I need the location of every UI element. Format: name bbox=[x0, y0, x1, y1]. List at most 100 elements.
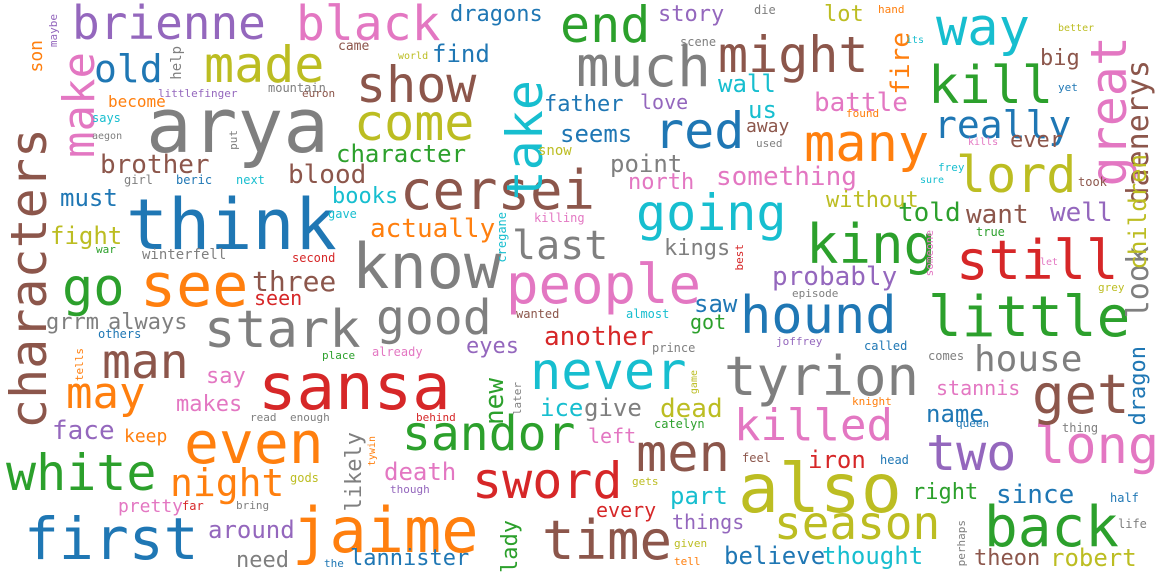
word-cregane: cregane bbox=[495, 212, 509, 263]
word-true: true bbox=[976, 225, 1005, 239]
word-already: already bbox=[372, 345, 423, 359]
word-back: back bbox=[984, 495, 1119, 560]
word-name: name bbox=[926, 400, 984, 428]
word-brienne: brienne bbox=[72, 0, 266, 50]
word-place: place bbox=[322, 349, 356, 362]
word-get: get bbox=[1032, 363, 1130, 426]
word-wanted: wanted bbox=[516, 307, 560, 321]
word-arya: arya bbox=[146, 81, 330, 170]
word-world: came bbox=[338, 39, 370, 54]
word-become: euron bbox=[302, 87, 336, 100]
word-second: second bbox=[292, 251, 336, 265]
word-time: time bbox=[542, 509, 673, 572]
word-characters: characters bbox=[0, 128, 58, 430]
word-tywin: tywin bbox=[367, 436, 378, 467]
word-iron: iron bbox=[808, 446, 866, 474]
word-hound: hound bbox=[740, 286, 897, 346]
word-grey: grey bbox=[1098, 281, 1125, 294]
word-thing: thing bbox=[1062, 421, 1099, 435]
word-face: face bbox=[52, 416, 115, 446]
word-actually: actually bbox=[370, 214, 496, 244]
word-fight: fight bbox=[50, 222, 123, 250]
word-season: season bbox=[774, 496, 941, 550]
word-sansa: sansa bbox=[258, 351, 451, 425]
word-game: game bbox=[689, 370, 700, 395]
word-around: around bbox=[208, 516, 295, 544]
word-even: even bbox=[184, 409, 324, 477]
word-gave: gave bbox=[328, 207, 357, 221]
word-lord: lord bbox=[956, 146, 1077, 204]
word-far: far bbox=[182, 499, 204, 513]
word-head: head bbox=[880, 453, 909, 467]
word-people: people bbox=[506, 253, 702, 316]
word-since: since bbox=[996, 480, 1075, 510]
word-though: though bbox=[390, 483, 430, 496]
word-dragons: dragons bbox=[450, 2, 543, 27]
word-know: know bbox=[352, 230, 502, 303]
word-king: king bbox=[806, 213, 937, 276]
word-saw: saw bbox=[694, 290, 738, 318]
word-hand: die bbox=[754, 3, 776, 17]
word-bring: bring bbox=[236, 499, 270, 512]
word-really: really bbox=[934, 103, 1072, 147]
word-best: best bbox=[733, 244, 746, 271]
word-always: always bbox=[108, 310, 188, 335]
word-new: new bbox=[480, 378, 510, 425]
word-something: something bbox=[716, 162, 857, 192]
word-enough: enough bbox=[290, 411, 330, 424]
word-white: white bbox=[6, 444, 157, 502]
word-seen: seen bbox=[254, 286, 303, 310]
word-good: good bbox=[376, 290, 492, 346]
word-still: still bbox=[956, 229, 1119, 292]
word-better: hand bbox=[878, 3, 905, 16]
word-almost: almost bbox=[626, 307, 670, 321]
word-girl: girl bbox=[124, 173, 153, 187]
word-killing: killing bbox=[534, 211, 585, 225]
word-man: man bbox=[102, 334, 189, 390]
word-let: let bbox=[1040, 257, 1059, 268]
word-theon: theon bbox=[974, 546, 1041, 571]
word-books: books bbox=[332, 184, 399, 209]
word-seems: seems bbox=[560, 120, 633, 148]
word-think: think bbox=[126, 184, 337, 266]
word-brother: brother bbox=[100, 150, 210, 180]
word-thought: thought bbox=[822, 542, 924, 570]
word-yet: yet bbox=[1058, 81, 1078, 94]
word-came: help bbox=[169, 46, 185, 80]
word-ever: ever bbox=[1010, 128, 1063, 153]
word-pretty: pretty bbox=[118, 496, 184, 517]
word-called: called bbox=[864, 339, 908, 353]
word-probably: probably bbox=[772, 262, 898, 292]
word-eyes: eyes bbox=[466, 334, 519, 359]
word-might: might bbox=[718, 26, 869, 84]
word-without: without bbox=[826, 188, 919, 213]
word-later: later bbox=[511, 382, 524, 416]
word-night: night bbox=[170, 461, 285, 505]
word-joffrey: joffrey bbox=[776, 335, 823, 348]
word-say: say bbox=[206, 364, 246, 389]
word-stark: stark bbox=[204, 300, 361, 360]
word-must: must bbox=[60, 184, 118, 212]
word-black: black bbox=[296, 0, 441, 52]
word-us: us bbox=[748, 96, 777, 124]
word-son: become bbox=[108, 92, 166, 111]
word-give: give bbox=[584, 394, 642, 422]
word-well: well bbox=[1050, 198, 1113, 228]
word-first: first bbox=[24, 505, 199, 573]
word-ice: ice bbox=[540, 394, 584, 422]
word-tell: tell bbox=[674, 555, 701, 568]
word-take: take bbox=[496, 80, 554, 201]
word-sure: sure bbox=[920, 175, 945, 186]
word-jaime: jaime bbox=[292, 494, 479, 567]
word-made: made bbox=[204, 36, 325, 94]
word-left: left bbox=[588, 424, 637, 448]
word-maybe: son bbox=[26, 40, 47, 73]
word-told: told bbox=[898, 198, 961, 228]
word-love: love bbox=[640, 90, 689, 114]
word-two: two bbox=[926, 424, 1017, 482]
word-going: going bbox=[636, 184, 787, 242]
word-comes: comes bbox=[928, 349, 965, 363]
word-dragon: dragon bbox=[1126, 346, 1151, 426]
word-knight: knight bbox=[852, 395, 892, 408]
